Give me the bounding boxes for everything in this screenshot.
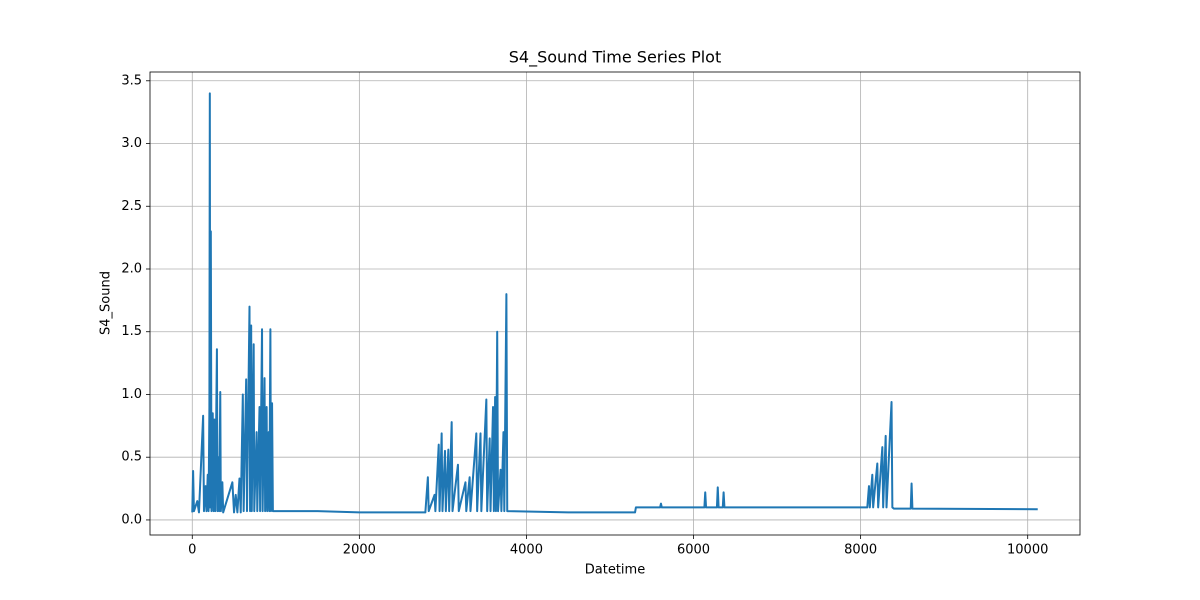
y-tick-label: 0.5 [121,450,142,465]
x-tick-label: 4000 [510,543,543,558]
y-axis-label: S4_Sound [99,271,114,335]
plot-frame [149,71,1081,536]
y-tick-label: 2.5 [121,199,142,214]
x-tick-label: 2000 [343,543,376,558]
x-tick-label: 10000 [1007,543,1048,558]
y-tick-label: 3.5 [121,73,142,88]
y-tick-label: 1.5 [121,324,142,339]
y-tick-label: 2.0 [121,261,142,276]
y-tick-label: 3.0 [121,136,142,151]
y-tick-label: 1.0 [121,387,142,402]
y-tick-label: 0.0 [121,512,142,527]
data-line [191,92,1038,514]
x-axis-label: Datetime [585,563,645,578]
x-tick-label: 6000 [677,543,710,558]
x-tick-label: 8000 [844,543,877,558]
chart-title: S4_Sound Time Series Plot [509,48,722,68]
x-tick-label: 0 [188,543,196,558]
